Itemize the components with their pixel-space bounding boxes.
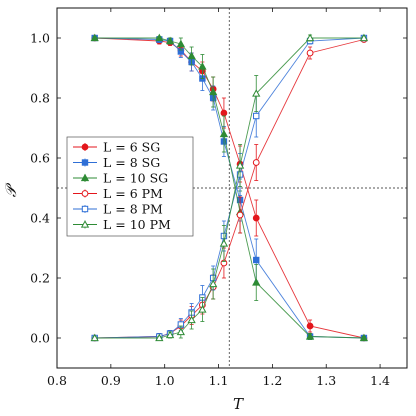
data-point-0-9 — [252, 214, 260, 222]
data-point-0-7 — [220, 109, 228, 117]
plot-area — [57, 8, 407, 368]
x-tick-label: 0.8 — [47, 373, 67, 388]
data-point-2-7 — [219, 129, 229, 138]
data-point-5-11 — [359, 33, 369, 42]
y-tick-label: 0.2 — [30, 271, 50, 286]
data-point-3-8 — [236, 211, 244, 219]
data-point-5-10 — [305, 33, 315, 42]
legend-box — [66, 136, 194, 237]
y-tick-label: 0.0 — [30, 331, 50, 346]
data-point-5-0 — [90, 333, 99, 342]
y-tick-label: 0.4 — [30, 211, 50, 226]
data-point-2-2 — [165, 36, 175, 45]
data-point-2-9 — [252, 278, 261, 286]
legend-label-5: L = 10 PM — [103, 217, 171, 232]
x-tick-label: 1.3 — [316, 373, 336, 388]
x-tick-label: 1.4 — [370, 373, 390, 388]
legend-marker-0 — [81, 143, 89, 151]
legend-label-4: L = 8 PM — [103, 201, 163, 216]
x-tick-label: 1.1 — [209, 373, 229, 388]
data-point-2-3 — [176, 39, 185, 48]
data-point-3-10 — [306, 49, 314, 57]
data-point-5-9 — [252, 89, 261, 97]
data-point-2-5 — [198, 62, 207, 70]
x-tick-label: 1.0 — [155, 373, 175, 388]
data-point-3-9 — [252, 159, 260, 166]
data-point-2-10 — [305, 332, 315, 340]
data-point-5-7 — [219, 239, 229, 247]
data-point-2-6 — [209, 87, 218, 96]
y-tick-label: 0.6 — [30, 151, 50, 166]
y-tick-label: 1.0 — [30, 31, 50, 46]
x-axis-label: T — [233, 395, 244, 413]
data-point-5-2 — [165, 330, 175, 339]
data-point-5-4 — [187, 315, 196, 324]
data-point-4-9 — [253, 112, 260, 120]
legend-label-1: L = 8 SG — [103, 155, 160, 170]
legend-marker-4 — [81, 205, 89, 213]
data-point-5-8 — [235, 161, 245, 169]
data-point-5-6 — [209, 279, 218, 288]
data-point-2-1 — [155, 33, 164, 42]
data-point-2-11 — [359, 333, 369, 342]
x-tick-label: 0.9 — [101, 373, 121, 388]
series-2 — [90, 33, 369, 342]
legend-label-3: L = 6 PM — [103, 186, 163, 201]
legend-marker-2 — [80, 173, 90, 182]
legend-marker-1 — [81, 159, 89, 166]
series-5 — [90, 33, 369, 342]
data-point-5-3 — [176, 327, 185, 336]
data-point-2-4 — [187, 51, 196, 60]
legend-label-2: L = 10 SG — [103, 170, 168, 185]
y-axis-label: 𝒫 — [2, 182, 20, 197]
y-tick-label: 0.8 — [30, 91, 50, 106]
axes: 0.8 0.9 1.0 1.1 1.2 1.3 1.4 0.0 0.2 0.4 0.6 0.8 1.0 T… — [2, 7, 408, 413]
plot-frame — [56, 7, 408, 369]
legend-label-0: L = 6 SG — [103, 139, 160, 154]
data-point-1-9 — [253, 256, 260, 264]
legend-marker-5 — [80, 220, 90, 228]
legend-marker-3 — [81, 190, 89, 197]
data-point-2-0 — [90, 33, 99, 42]
x-tick-label: 1.2 — [262, 373, 282, 388]
data-point-5-5 — [198, 305, 207, 313]
data-point-0-10 — [306, 322, 314, 330]
legend: L = 6 SGL = 8 SGL = 10 SGL = 6 PML = 8 P… — [66, 136, 194, 237]
data-point-5-1 — [155, 333, 164, 342]
